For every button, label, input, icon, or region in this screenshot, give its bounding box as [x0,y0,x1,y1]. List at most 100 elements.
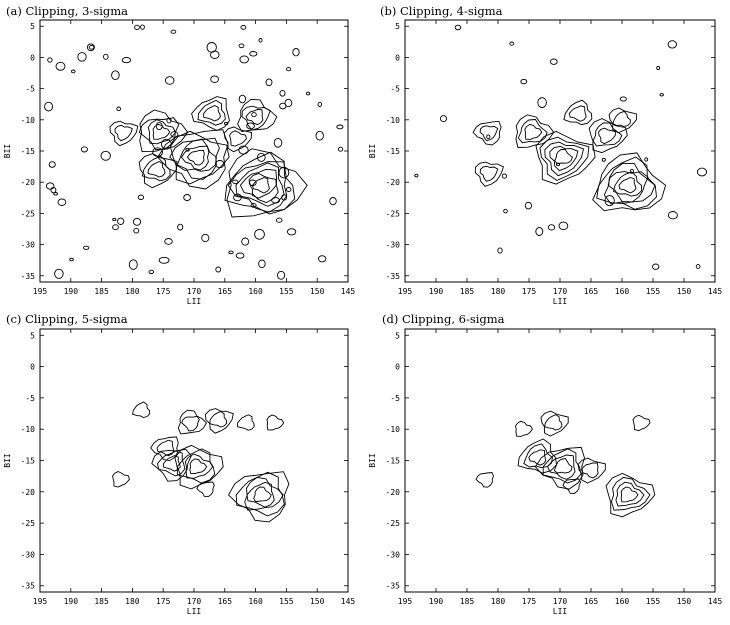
contour-line [592,122,623,147]
contour-line [197,99,226,126]
noise-contour [185,147,190,152]
x-tick-label: 160 [615,597,630,606]
y-tick-label: -30 [21,241,36,250]
contour-line [544,414,563,431]
panel-title: (d) Clipping, 6-sigma [382,312,505,326]
contour-line [224,151,296,215]
contour-line [176,138,217,172]
contour-line [515,420,533,437]
contour-line [632,414,651,432]
contour-line [474,161,504,187]
noise-contour [254,228,265,240]
x-tick-label: 190 [429,597,444,606]
noise-contour [210,75,219,83]
noise-contour [258,259,266,269]
contour-line [542,448,582,484]
contour-line [112,470,130,488]
y-tick-label: -25 [21,209,36,218]
contour-line [540,410,569,437]
contour-line [615,481,645,507]
noise-contour [50,186,57,194]
y-tick-label: 5 [395,331,400,340]
contour-line [181,415,200,432]
noise-contour [48,161,56,168]
y-tick-label: 0 [395,53,400,62]
noise-contour [177,223,184,231]
noise-contour [238,43,245,49]
panel-1: (a) Clipping, 3-sigma 195 190 185 180 175 170 1… [3,4,355,306]
x-tick-label: 185 [460,597,475,606]
y-tick-label: -10 [21,425,36,434]
x-tick-label: 165 [218,287,233,296]
contour-line [266,414,285,431]
panel-2: (b) Clipping, 4-sigma 195 190 185 180 175 170 1… [368,4,722,306]
contour-line [241,105,271,131]
noise-contour [246,122,255,130]
x-tick-label: 195 [398,287,413,296]
contour-line [562,478,582,494]
noise-contour [223,121,229,126]
noise-contour [555,162,561,167]
noise-contour [695,264,701,269]
noise-contour [292,48,300,57]
x-tick-label: 170 [187,597,202,606]
y-tick-label: 5 [30,22,35,31]
contour-line [235,162,285,207]
contour-line [138,153,178,189]
noise-contour [148,269,155,275]
contour-line [246,481,275,508]
noise-contour [164,76,175,85]
contour-line [535,130,596,185]
noise-contour [317,101,323,107]
y-tick-label: -20 [21,178,36,187]
noise-contour [77,52,87,62]
y-axis-label: BII [3,144,12,159]
noise-contour [183,194,191,201]
x-tick-label: 155 [646,287,661,296]
contour-line [180,145,210,171]
contour-line [479,165,499,182]
noise-contour [103,53,109,60]
x-tick-label: 175 [156,287,171,296]
noise-contour [277,270,286,280]
noise-contour [170,29,177,34]
x-tick-label: 145 [341,597,356,606]
noise-contour [286,67,292,72]
y-tick-label: -10 [386,425,401,434]
contour-line [150,436,179,462]
noise-contour [155,122,163,131]
noise-contour [284,98,293,108]
noise-contour [251,112,257,118]
y-tick-label: -15 [386,147,401,156]
y-tick-label: 5 [395,22,400,31]
plot-frame [39,328,349,593]
contour-line [114,124,133,142]
noise-contour [232,179,239,185]
contour-line [227,471,290,523]
noise-contour [315,130,324,141]
contour-line [517,119,548,144]
noise-contour [134,24,140,31]
x-axis-label: LII [553,297,568,306]
noise-contour [558,221,569,231]
noise-contour [166,117,172,124]
y-tick-label: -10 [21,116,36,125]
x-tick-label: 145 [708,287,723,296]
noise-contour [501,173,507,179]
noise-contour [414,173,419,178]
noise-contour [128,259,138,270]
noise-contour [83,245,90,250]
x-tick-label: 160 [248,287,263,296]
x-tick-label: 180 [491,287,506,296]
x-tick-label: 190 [64,597,79,606]
noise-contour [57,198,67,206]
noise-contour [117,217,125,225]
noise-contour [667,40,677,49]
contour-line [163,455,181,472]
contour-line [141,155,171,182]
contour-line [209,410,228,428]
x-tick-label: 160 [248,597,263,606]
noise-contour [55,61,66,71]
x-tick-label: 150 [310,287,325,296]
y-tick-label: -5 [25,394,35,403]
